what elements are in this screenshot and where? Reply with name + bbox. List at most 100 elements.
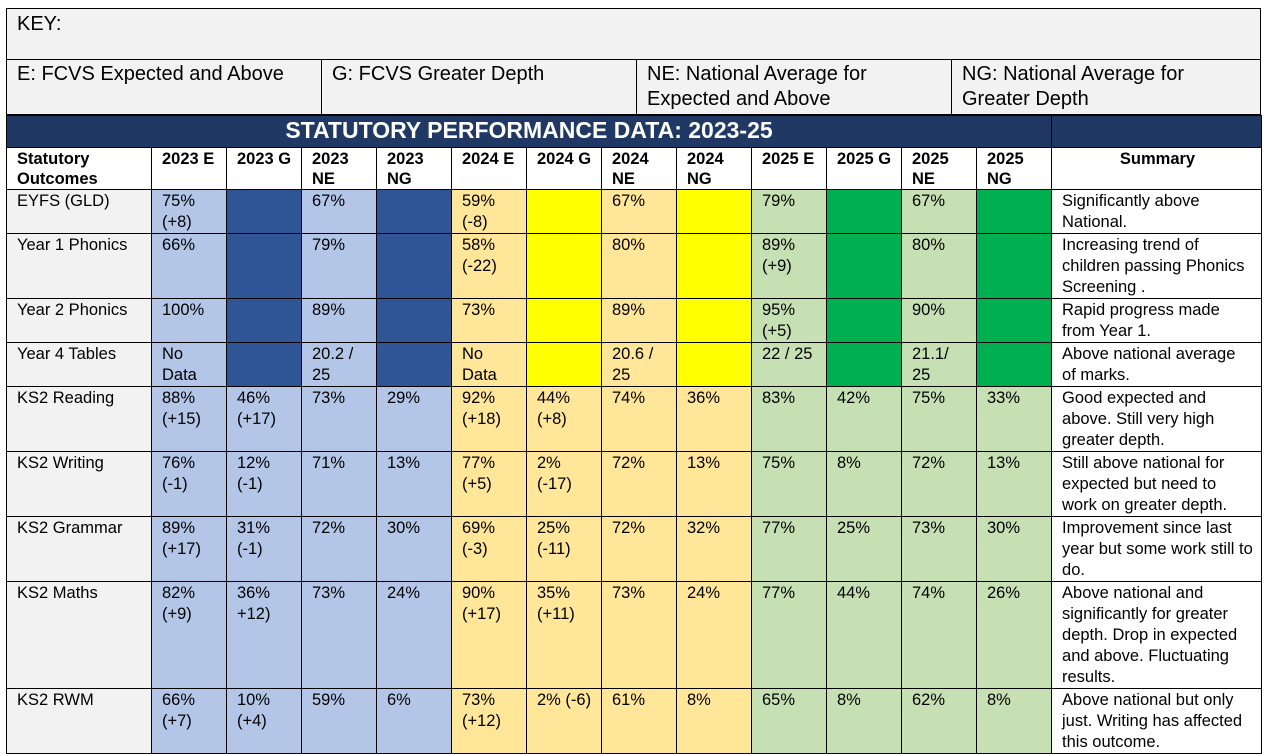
- summary-cell: Significantly above National.: [1051, 189, 1263, 234]
- empty-data-cell: [376, 298, 452, 343]
- data-cell: 24%: [376, 581, 452, 689]
- summary-cell: Above national and significantly for gre…: [1051, 581, 1263, 689]
- key-title: KEY:: [17, 13, 62, 35]
- empty-data-cell: [526, 189, 602, 234]
- data-cell: 79%: [751, 189, 827, 234]
- data-cell: 24%: [676, 581, 752, 689]
- data-cell: 2% (-17): [526, 451, 602, 517]
- data-cell: 30%: [376, 516, 452, 582]
- data-cell: 26%: [975, 581, 1053, 689]
- table-row: KS2 Maths 82% (+9) 36% +12) 73% 24% 90% (+17)…: [6, 581, 1263, 689]
- data-cell: 30%: [975, 516, 1053, 582]
- key-item-fcvs-expected: E: FCVS Expected and Above: [6, 59, 322, 115]
- data-cell: 8%: [676, 688, 752, 754]
- key-item-label: NG: National Average for Greater Depth: [962, 63, 1184, 110]
- empty-data-cell: [676, 342, 752, 387]
- data-cell: 77%: [751, 581, 827, 689]
- data-cell: 100%: [151, 298, 227, 343]
- data-cell: 13%: [676, 451, 752, 517]
- data-cell: 42%: [826, 386, 902, 452]
- data-cell: 66%: [151, 233, 227, 299]
- data-cell: 10% (+4): [226, 688, 302, 754]
- empty-data-cell: [226, 233, 302, 299]
- header-cell: 2024 NG: [676, 147, 752, 190]
- header-cell: 2025 NG: [975, 147, 1053, 190]
- header-cell: 2023 NG: [376, 147, 452, 190]
- data-cell: 90% (+17): [451, 581, 527, 689]
- header-cell: 2024 G: [526, 147, 602, 190]
- key-item-national-greater: NG: National Average for Greater Depth: [951, 59, 1261, 115]
- performance-table: STATUTORY PERFORMANCE DATA: 2023-25 Statu…: [5, 115, 1263, 754]
- empty-data-cell: [376, 233, 452, 299]
- table-header-row: Statutory Outcomes 2023 E 2023 G 2023 NE 202…: [6, 147, 1263, 190]
- data-cell: 73% (+12): [451, 688, 527, 754]
- empty-data-cell: [826, 189, 902, 234]
- table-title-spacer: [1051, 115, 1263, 148]
- data-cell: 74%: [901, 581, 977, 689]
- data-cell: 72%: [601, 451, 677, 517]
- key-item-label: NE: National Average for Expected and Ab…: [647, 63, 867, 110]
- empty-data-cell: [676, 189, 752, 234]
- data-cell: 76% (-1): [151, 451, 227, 517]
- outcome-cell: Year 4 Tables: [6, 342, 152, 387]
- empty-data-cell: [975, 189, 1053, 234]
- summary-cell: Improvement since last year but some wor…: [1051, 516, 1263, 582]
- empty-data-cell: [975, 342, 1053, 387]
- data-cell: 66% (+7): [151, 688, 227, 754]
- data-cell: 8%: [826, 451, 902, 517]
- empty-data-cell: [826, 342, 902, 387]
- empty-data-cell: [975, 233, 1053, 299]
- header-cell: 2024 NE: [601, 147, 677, 190]
- outcome-cell: KS2 Writing: [6, 451, 152, 517]
- data-cell: 67%: [901, 189, 977, 234]
- data-cell: 89% (+17): [151, 516, 227, 582]
- empty-data-cell: [226, 189, 302, 234]
- outcome-cell: KS2 RWM: [6, 688, 152, 754]
- empty-data-cell: [676, 298, 752, 343]
- data-cell: 67%: [601, 189, 677, 234]
- outcome-cell: KS2 Maths: [6, 581, 152, 689]
- table-title: STATUTORY PERFORMANCE DATA: 2023-25: [5, 115, 1053, 148]
- summary-cell: Still above national for expected but ne…: [1051, 451, 1263, 517]
- data-cell: 22 / 25: [751, 342, 827, 387]
- key-item-fcvs-greater: G: FCVS Greater Depth: [321, 59, 637, 115]
- data-cell: 46% (+17): [226, 386, 302, 452]
- table-title-row: STATUTORY PERFORMANCE DATA: 2023-25: [5, 115, 1263, 148]
- empty-data-cell: [226, 342, 302, 387]
- empty-data-cell: [526, 298, 602, 343]
- data-cell: 73%: [301, 581, 377, 689]
- data-cell: 35% (+11): [526, 581, 602, 689]
- data-cell: 95% (+5): [751, 298, 827, 343]
- data-cell: 13%: [376, 451, 452, 517]
- outcome-cell: KS2 Grammar: [6, 516, 152, 582]
- header-cell: 2023 E: [151, 147, 227, 190]
- data-cell: No Data: [451, 342, 527, 387]
- empty-data-cell: [676, 233, 752, 299]
- data-cell: 79%: [301, 233, 377, 299]
- data-cell: 73%: [301, 386, 377, 452]
- outcome-cell: Year 2 Phonics: [6, 298, 152, 343]
- data-cell: 77% (+5): [451, 451, 527, 517]
- data-cell: 44% (+8): [526, 386, 602, 452]
- data-cell: 74%: [601, 386, 677, 452]
- data-cell: 12% (-1): [226, 451, 302, 517]
- data-cell: 88% (+15): [151, 386, 227, 452]
- data-cell: 65%: [751, 688, 827, 754]
- empty-data-cell: [526, 342, 602, 387]
- empty-data-cell: [226, 298, 302, 343]
- key-item-national-expected: NE: National Average for Expected and Ab…: [636, 59, 952, 115]
- data-cell: 89%: [601, 298, 677, 343]
- header-cell: 2024 E: [451, 147, 527, 190]
- data-cell: 33%: [975, 386, 1053, 452]
- outcome-cell: Year 1 Phonics: [6, 233, 152, 299]
- table-row: Year 1 Phonics 66% 79% 58% (-22) 80% 89% (+9)…: [6, 233, 1263, 299]
- data-cell: 36% +12): [226, 581, 302, 689]
- data-cell: 72%: [901, 451, 977, 517]
- empty-data-cell: [376, 189, 452, 234]
- data-cell: 29%: [376, 386, 452, 452]
- data-cell: 71%: [301, 451, 377, 517]
- data-cell: 59% (-8): [451, 189, 527, 234]
- data-cell: 67%: [301, 189, 377, 234]
- key-item-label: E: FCVS Expected and Above: [17, 63, 284, 85]
- summary-cell: Increasing trend of children passing Pho…: [1051, 233, 1263, 299]
